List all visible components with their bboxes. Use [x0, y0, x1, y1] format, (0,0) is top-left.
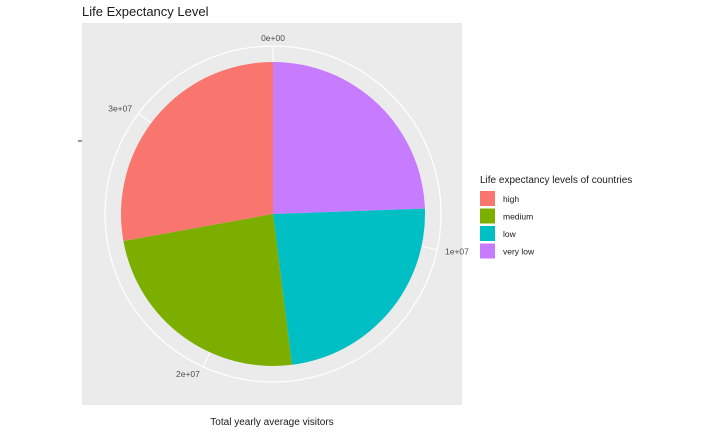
pie-slices	[121, 62, 425, 366]
angle-tick-label: 3e+07	[108, 104, 132, 114]
pie-slice-high	[121, 62, 274, 241]
legend-label: medium	[503, 212, 533, 222]
legend-items: high medium low very low	[480, 191, 535, 259]
chart-title: Life Expectancy Level	[82, 4, 209, 19]
legend-label: high	[503, 194, 519, 204]
legend-label: very low	[503, 247, 535, 257]
pie-slice-low	[273, 208, 425, 365]
x-axis-title: Total yearly average visitors	[210, 417, 333, 428]
legend-title: Life expectancy levels of countries	[480, 175, 632, 186]
legend-key-very-low	[480, 243, 495, 259]
legend-label: low	[503, 229, 517, 239]
legend: Life expectancy levels of countries high…	[480, 175, 632, 259]
angle-tick-label: 0e+00	[261, 33, 285, 43]
angle-ticks: 0e+00 1e+07 2e+07 3e+07	[108, 33, 469, 379]
legend-key-high	[480, 191, 495, 206]
angle-tick-label: 2e+07	[176, 369, 200, 379]
legend-key-medium	[480, 208, 495, 224]
pie-slice-very-low	[273, 62, 425, 214]
angle-tick-label: 1e+07	[445, 246, 469, 256]
pie-slice-medium	[123, 214, 292, 366]
legend-key-low	[480, 226, 495, 241]
